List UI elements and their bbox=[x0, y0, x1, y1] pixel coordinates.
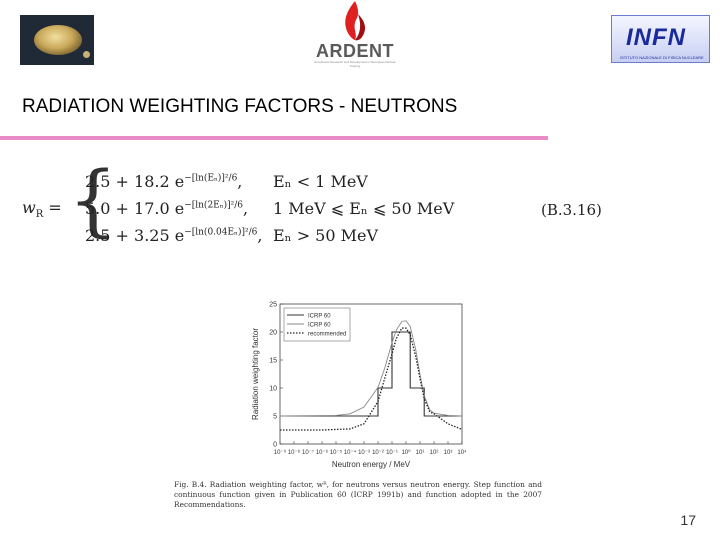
flame-icon bbox=[345, 1, 366, 41]
infn-wordmark: INFN bbox=[626, 24, 686, 51]
formula-condition-mid: 1 MeV ⩽ Eₙ ⩽ 50 MeV bbox=[273, 199, 455, 218]
x-tick-label: 10⁻⁹ bbox=[274, 449, 287, 456]
seal-badge-dot bbox=[83, 51, 90, 58]
weighting-factor-chart: 0 5 10 15 20 25 10⁻⁹ 10⁻⁸ 10⁻⁷ 10⁻⁶ 10⁻⁵ 10⁻⁴ 10⁻³ 10… bbox=[246, 296, 546, 472]
legend-entry: ICRP 60 bbox=[308, 322, 331, 328]
legend-entry: ICRP 60 bbox=[308, 313, 331, 319]
formula-row-mid: 5.0 + 17.0 e−[ln(2Eₙ)]²/6, bbox=[85, 199, 249, 218]
weighting-factor-formula: wR = { 2.5 + 18.2 e−[ln(Eₙ)]²/6, Eₙ < 1 … bbox=[22, 162, 602, 250]
formula-row-high: 2.5 + 3.25 e−[ln(0.04Eₙ)]²/6, bbox=[85, 226, 263, 245]
y-tick-label: 5 bbox=[273, 414, 277, 421]
page-number: 17 bbox=[680, 512, 696, 528]
y-tick-label: 0 bbox=[273, 442, 277, 449]
x-tick-label: 10⁻⁵ bbox=[330, 449, 343, 456]
x-tick-label: 10¹ bbox=[416, 450, 425, 456]
university-seal-logo bbox=[20, 15, 94, 65]
x-tick-label: 10² bbox=[430, 450, 439, 456]
x-tick-label: 10⁻⁴ bbox=[344, 449, 357, 456]
series-line-continuous bbox=[279, 320, 463, 417]
y-tick-label: 15 bbox=[269, 358, 277, 365]
ardent-wordmark: ARDENT bbox=[316, 41, 394, 61]
x-tick-label: 10⁴ bbox=[457, 449, 467, 456]
x-tick-label: 10⁻² bbox=[372, 450, 384, 456]
y-tick-label: 20 bbox=[269, 330, 277, 337]
figure-caption: Fig. B.4. Radiation weighting factor, wᴿ… bbox=[174, 480, 542, 509]
legend-entry: recommended bbox=[308, 331, 346, 337]
x-tick-label: 10⁻⁸ bbox=[288, 449, 301, 456]
slide-title: RADIATION WEIGHTING FACTORS - NEUTRONS bbox=[22, 96, 458, 117]
infn-subtitle: ISTITUTO NAZIONALE DI FISICA NUCLEARE bbox=[620, 55, 704, 60]
infn-logo: INFN ISTITUTO NAZIONALE DI FISICA NUCLEA… bbox=[611, 15, 710, 63]
legend-box bbox=[283, 307, 351, 342]
x-tick-label: 10⁻⁶ bbox=[316, 449, 329, 456]
y-tick-label: 25 bbox=[269, 302, 277, 309]
ardent-logo: ARDENT Accelerator Research and Developm… bbox=[314, 0, 396, 68]
x-tick-label: 10⁻¹ bbox=[386, 450, 398, 456]
formula-row-low: 2.5 + 18.2 e−[ln(Eₙ)]²/6, bbox=[85, 172, 243, 191]
x-tick-label: 10³ bbox=[444, 450, 453, 456]
y-axis-label: Radiation weighting factor bbox=[251, 328, 260, 420]
university-seal-icon bbox=[34, 25, 82, 55]
x-tick-label: 10⁻³ bbox=[358, 450, 370, 456]
formula-lhs: wR = bbox=[22, 198, 62, 221]
formula-condition-high: Eₙ > 50 MeV bbox=[273, 226, 379, 245]
ardent-tagline: Accelerator Research and Development in … bbox=[314, 60, 396, 68]
x-axis-label: Neutron energy / MeV bbox=[332, 460, 411, 469]
y-tick-label: 10 bbox=[269, 386, 277, 393]
equation-number: (B.3.16) bbox=[541, 201, 602, 219]
series-line-dotted bbox=[280, 327, 463, 431]
x-tick-label: 10⁰ bbox=[401, 449, 411, 456]
title-underline bbox=[0, 136, 548, 140]
series-line-step bbox=[280, 331, 462, 417]
formula-brace: { bbox=[68, 156, 118, 246]
x-tick-label: 10⁻⁷ bbox=[302, 449, 314, 456]
formula-condition-low: Eₙ < 1 MeV bbox=[273, 172, 368, 191]
